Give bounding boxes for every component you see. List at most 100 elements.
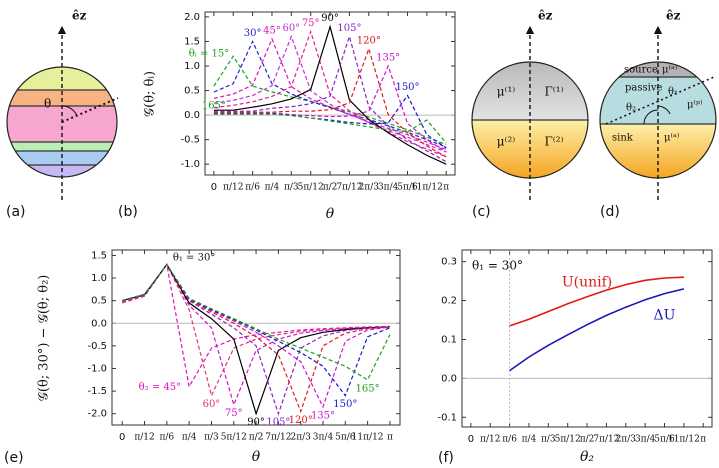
series-line <box>213 64 447 153</box>
plot-frame <box>111 249 401 426</box>
panel-label: (e) <box>4 450 24 466</box>
band <box>7 142 117 151</box>
band <box>7 151 117 165</box>
label: μ⁽²⁾ <box>497 135 516 149</box>
series-line <box>213 94 447 149</box>
label: μ⁽¹⁾ <box>497 85 516 99</box>
band <box>7 67 117 90</box>
x-tick-label: 5π/6 <box>654 435 675 445</box>
x-tick-label: 2π/3 <box>359 183 380 193</box>
x-tick-label: π/12 <box>480 435 500 445</box>
x-tick-label: 2π/3 <box>616 435 637 445</box>
series-label: 165° <box>202 101 226 112</box>
y-tick-label: 0.0 <box>441 373 457 384</box>
radius <box>61 97 119 123</box>
x-tick-label: 5π/12 <box>221 433 247 443</box>
x-tick-label: π/12 <box>134 433 154 443</box>
series-line <box>213 40 447 148</box>
x-tick-label: π/4 <box>182 433 197 443</box>
y-tick-label: 1.0 <box>184 61 200 72</box>
panel-label: (a) <box>6 204 26 220</box>
x-tick-label: π <box>700 435 706 445</box>
series-line <box>213 113 447 144</box>
panel-label: (f) <box>438 450 454 466</box>
series-line <box>122 263 391 381</box>
series-label: 30° <box>244 28 262 39</box>
series-label: 120° <box>289 415 313 426</box>
series-line <box>213 34 447 153</box>
angle-arc <box>657 105 671 115</box>
label: μ⁽ᵃ⁾ <box>664 133 679 144</box>
y-tick-label: -0.1 <box>437 412 457 423</box>
x-tick-label: 7π/12 <box>593 435 619 445</box>
panel-label: (d) <box>600 204 620 220</box>
x-axis-label: θ <box>252 449 261 465</box>
label: Γ⁽²⁾ <box>544 135 563 149</box>
x-axis-label: θ <box>326 206 335 222</box>
series-label: θᵢ = 15° <box>189 49 230 60</box>
angle-arc <box>61 105 78 117</box>
series-label: 105° <box>266 417 290 428</box>
x-tick-label: 2π/3 <box>290 433 311 443</box>
axis-label: êz <box>666 9 681 23</box>
series-label: ΔU <box>654 308 676 324</box>
y-tick-label: -2.0 <box>87 409 107 420</box>
series-label: 150° <box>395 82 419 93</box>
angle-arc <box>643 109 659 125</box>
label: source <box>624 65 658 76</box>
series-label: θ₂ = 45° <box>139 382 182 393</box>
diagram-a <box>7 67 117 177</box>
annotation: θ₁ = 30° <box>472 259 523 273</box>
band <box>7 106 117 142</box>
y-tick-label: 0.0 <box>184 110 200 121</box>
x-tick-label: 5π/6 <box>397 183 418 193</box>
x-tick-label: π/6 <box>502 435 517 445</box>
series-label: U(unif) <box>562 275 612 291</box>
x-tick-label: π/3 <box>284 183 299 193</box>
y-tick-label: 0.2 <box>441 296 457 307</box>
y-tick-label: -1.0 <box>87 363 107 374</box>
y-tick-label: 1.5 <box>184 36 200 47</box>
x-tick-label: 5π/12 <box>298 183 324 193</box>
panel-label: (b) <box>118 204 138 220</box>
x-tick-label: π/2 <box>580 435 595 445</box>
x-tick-label: π/12 <box>223 183 243 193</box>
series-label: 105° <box>337 23 361 34</box>
series-line <box>509 288 685 372</box>
y-tick-label: 0.5 <box>91 296 107 307</box>
axis-label: êz <box>72 9 87 23</box>
x-tick-label: π/6 <box>245 183 260 193</box>
x-tick-label: 0 <box>468 434 474 445</box>
y-tick-label: -1.5 <box>87 386 107 397</box>
y-axis-label: 𝒢(θ; θᵢ) <box>143 71 158 117</box>
series-line <box>213 55 447 146</box>
y-axis-label: 𝒢(θ; 30°) − 𝒢(θ; θ₂) <box>37 275 52 402</box>
series-label: 45° <box>263 26 281 37</box>
series-line <box>509 276 684 327</box>
x-tick-label: π <box>387 433 393 443</box>
x-tick-label: 5π/12 <box>555 435 581 445</box>
series-label: 135° <box>311 410 335 421</box>
series-label: 165° <box>356 383 380 394</box>
label: μ⁽ᵖ⁾ <box>687 100 702 111</box>
series-label: 90° <box>247 417 265 428</box>
x-tick-label: π/4 <box>265 183 280 193</box>
y-tick-label: 1.5 <box>91 250 107 261</box>
series-line <box>213 34 447 163</box>
x-tick-label: π <box>443 183 449 193</box>
series-label: 150° <box>333 399 357 410</box>
x-tick-label: π/6 <box>159 433 174 443</box>
x-tick-label: π/3 <box>541 435 556 445</box>
x-tick-label: 11π/12 <box>411 183 443 193</box>
y-tick-label: 1.0 <box>91 273 107 284</box>
label: μ⁽ᵃ⁾ <box>662 65 677 76</box>
label: θ₁ <box>668 87 678 98</box>
x-tick-label: 3π/4 <box>378 183 399 193</box>
series-line <box>213 46 447 158</box>
plot-frame <box>461 249 713 428</box>
plot-frame <box>204 11 456 176</box>
x-tick-label: 0 <box>119 432 125 443</box>
x-tick-label: π/3 <box>204 433 219 443</box>
axis-label: êz <box>538 9 553 23</box>
